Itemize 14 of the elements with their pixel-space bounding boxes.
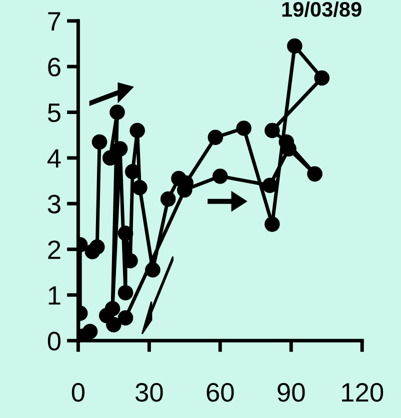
y-tick-label: 2 (48, 240, 60, 259)
x-tick-label: 120 (342, 383, 384, 402)
y-tick-label: 5 (48, 104, 60, 122)
x-tick-label: 30 (136, 383, 163, 402)
y-tick-label: 6 (48, 58, 60, 76)
y-tick-label: 0 (48, 332, 60, 350)
y-tick-label: 4 (47, 149, 61, 168)
y-tick-label: 1 (48, 286, 60, 305)
y-tick-label: 7 (48, 12, 60, 30)
x-tick-label: 60 (206, 383, 234, 402)
chart-title: 19/03/89 (282, 1, 362, 17)
x-tick-label: 90 (278, 383, 305, 402)
y-tick-label: 3 (48, 194, 60, 214)
x-tick-label: 0 (72, 383, 84, 402)
